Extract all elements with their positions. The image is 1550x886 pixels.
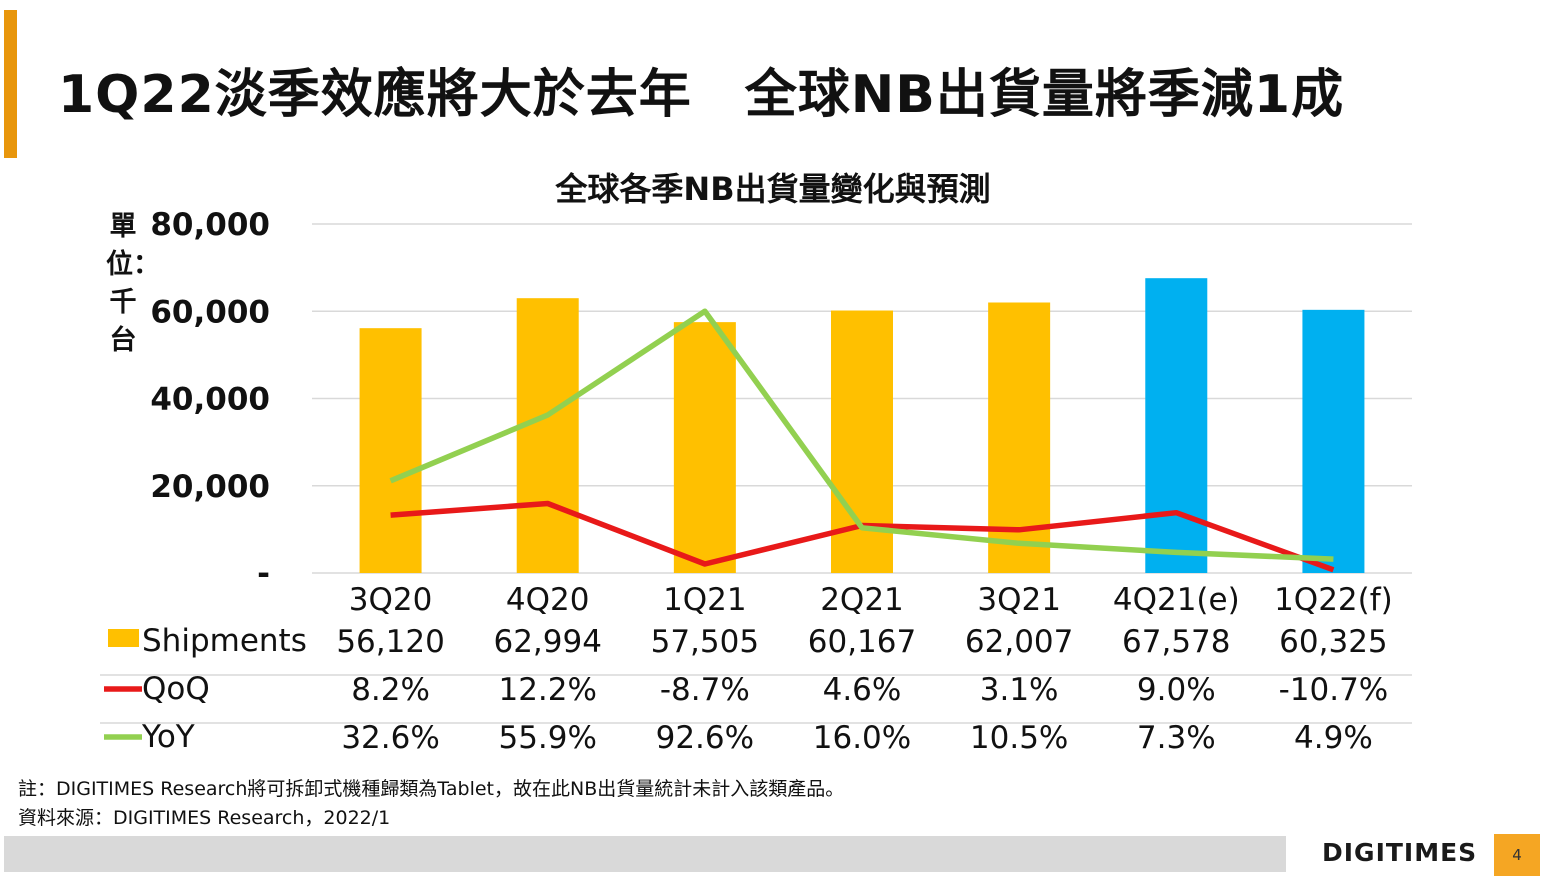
digitimes-logo: DIGITIMES: [1322, 838, 1478, 867]
table-row-label: QoQ: [142, 671, 210, 707]
table-cell-value: 9.0%: [1137, 672, 1216, 708]
shipment-bar: [673, 322, 736, 573]
x-tick-label: 3Q21: [977, 582, 1061, 618]
table-cell-value: 12.2%: [498, 672, 596, 708]
table-cell-value: -8.7%: [660, 672, 750, 708]
table-cell-value: 4.6%: [823, 672, 902, 708]
table-cell-value: 92.6%: [656, 720, 754, 756]
table-cell-value: 3.1%: [980, 672, 1059, 708]
footer-bar: [4, 836, 1286, 872]
table-row-label: Shipments: [142, 623, 307, 659]
table-cell-value: 62,007: [965, 624, 1073, 660]
table-cell-value: 57,505: [651, 624, 759, 660]
title-accent-bar: [4, 10, 17, 158]
footnote-source: 資料來源：DIGITIMES Research，2022/1: [18, 807, 391, 829]
x-tick-label: 2Q21: [820, 582, 904, 618]
chart-title: 全球各季NB出貨量變化與預測: [0, 164, 1550, 210]
x-tick-label: 4Q20: [506, 582, 590, 618]
legend-key-shipments: [108, 629, 139, 647]
x-tick-label: 1Q21: [663, 582, 747, 618]
y-tick-label: 60,000: [150, 294, 270, 330]
y-tick-label: -: [257, 556, 270, 592]
shipment-bar: [1302, 309, 1365, 573]
x-tick-label: 3Q20: [349, 582, 433, 618]
table-cell-value: 55.9%: [498, 720, 596, 756]
table-cell-value: 32.6%: [341, 720, 439, 756]
shipment-bar: [1145, 278, 1208, 573]
y-tick-label: 40,000: [150, 382, 270, 418]
table-cell-value: 4.9%: [1294, 720, 1373, 756]
table-cell-value: 62,994: [493, 624, 601, 660]
y-tick-label: 80,000: [150, 207, 270, 243]
table-row-label: YoY: [141, 719, 195, 755]
table-cell-value: 10.5%: [970, 720, 1068, 756]
table-cell-value: 16.0%: [813, 720, 911, 756]
shipment-bar: [359, 328, 422, 573]
y-tick-label: 20,000: [150, 469, 270, 505]
x-tick-label: 4Q21(e): [1113, 582, 1240, 618]
table-cell-value: -10.7%: [1279, 672, 1389, 708]
table-cell-value: 67,578: [1122, 624, 1230, 660]
page-number: 4: [1494, 834, 1540, 876]
chart-title-text: 全球各季NB出貨量變化與預測: [555, 170, 991, 208]
x-tick-label: 1Q22(f): [1274, 582, 1393, 618]
shipment-bar: [516, 298, 579, 573]
table-cell-value: 56,120: [336, 624, 444, 660]
page-title: 1Q22淡季效應將大於去年 全球NB出貨量將季減1成: [58, 65, 1345, 125]
table-cell-value: 60,167: [808, 624, 916, 660]
table-cell-value: 7.3%: [1137, 720, 1216, 756]
table-cell-value: 8.2%: [351, 672, 430, 708]
table-cell-value: 60,325: [1279, 624, 1387, 660]
footnote-note: 註：DIGITIMES Research將可拆卸式機種歸類為Tablet，故在此…: [18, 778, 845, 800]
